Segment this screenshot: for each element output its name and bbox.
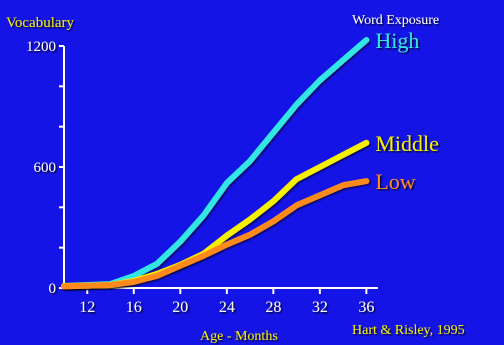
series-label-low: Low xyxy=(375,169,415,194)
y-axis-label: Vocabulary xyxy=(6,15,75,31)
x-tick-label: 24 xyxy=(219,299,235,316)
series-label-middle: Middle xyxy=(375,131,439,156)
source-citation: Hart & Risley, 1995 xyxy=(352,323,465,338)
legend-title: Word Exposure xyxy=(352,13,439,28)
y-tick-label: 1200 xyxy=(26,39,56,55)
x-ticks: 12 16 20 24 28 32 36 xyxy=(79,288,374,316)
series-label-high: High xyxy=(375,28,419,53)
series-labels: High Middle Low xyxy=(375,28,439,194)
series-lines xyxy=(61,37,370,290)
y-ticks: 0 600 1200 xyxy=(26,39,64,297)
x-tick-label: 12 xyxy=(79,299,95,316)
x-tick-label: 32 xyxy=(312,299,328,316)
x-axis-label: Age - Months xyxy=(200,329,278,344)
series-line-middle xyxy=(61,139,370,289)
y-tick-label: 600 xyxy=(34,160,57,176)
series-line-low xyxy=(61,178,370,290)
y-tick-label: 0 xyxy=(49,281,57,297)
x-tick-label: 28 xyxy=(265,299,281,316)
x-tick-label: 36 xyxy=(358,299,374,316)
x-tick-label: 20 xyxy=(172,299,188,316)
x-tick-label: 16 xyxy=(126,299,142,316)
